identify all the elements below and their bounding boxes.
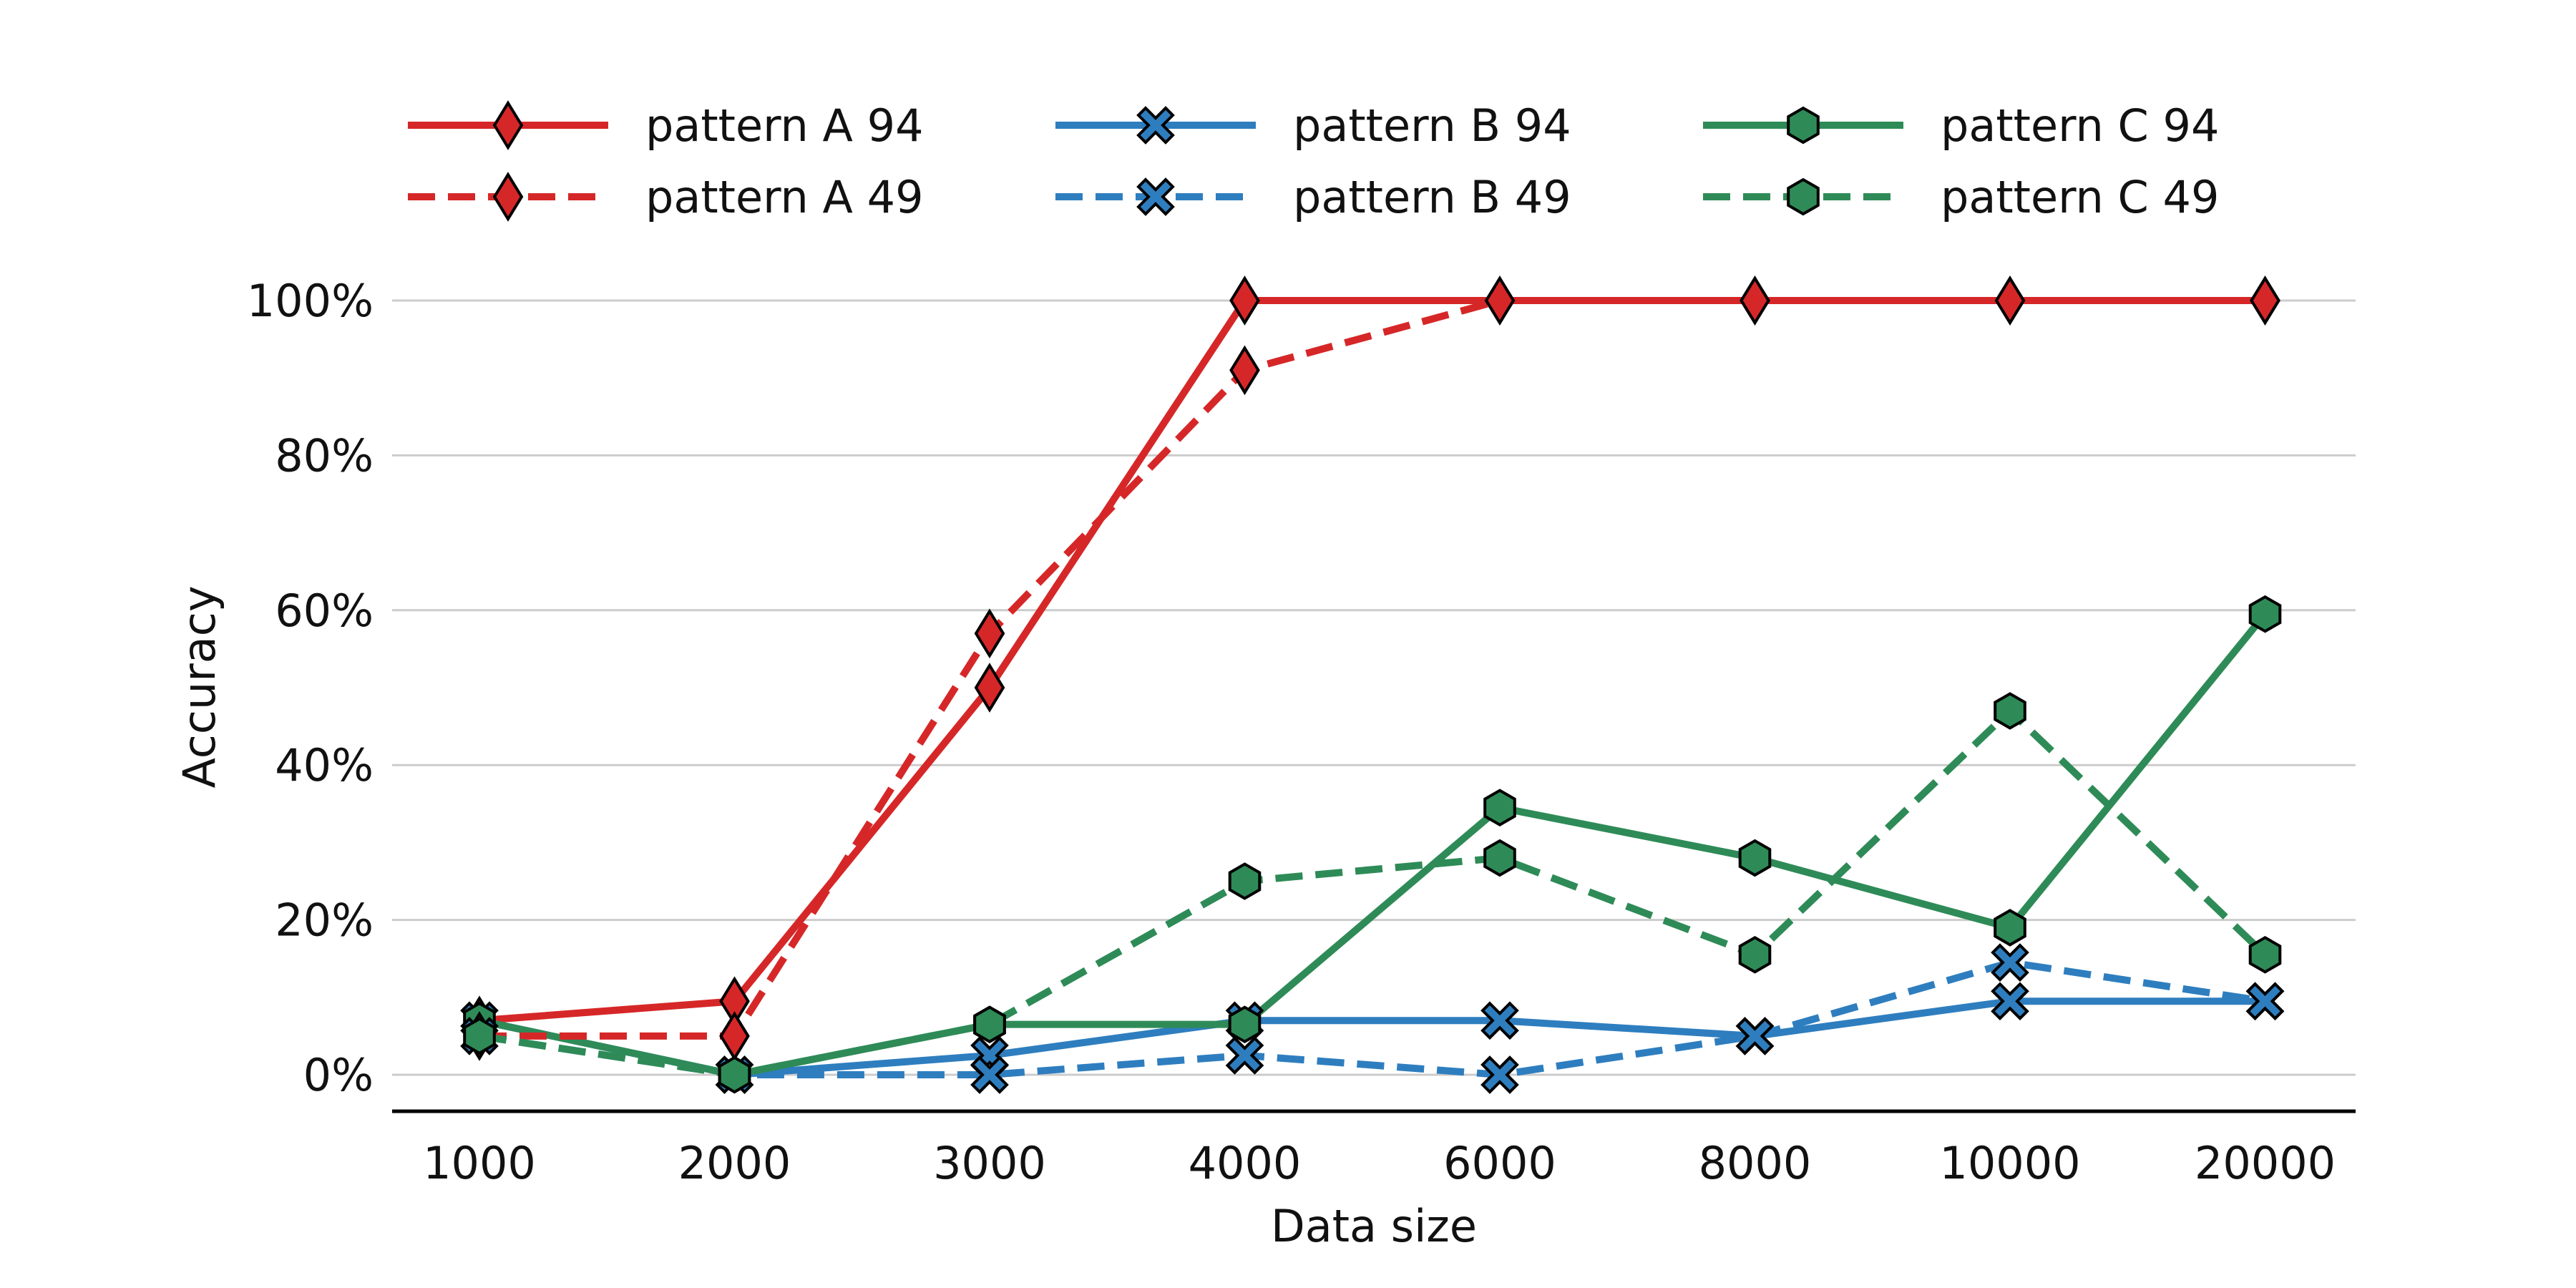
data-point: [1228, 862, 1262, 900]
y-tick-label: 80%: [275, 429, 374, 482]
series-pattern-c-49: [479, 707, 2268, 1078]
data-point: [1480, 1055, 1519, 1094]
legend-label: pattern C 94: [1941, 99, 2219, 152]
legend-label: pattern A 49: [645, 171, 924, 223]
y-tick-label: 20%: [275, 894, 374, 947]
data-point: [2245, 982, 2285, 1021]
data-point: [1229, 275, 1260, 326]
legend-entry-pattern-c-94: pattern C 94: [1703, 99, 2219, 152]
data-point: [1991, 943, 2029, 982]
legend-label: pattern A 94: [645, 99, 924, 152]
legend-marker: [492, 100, 524, 150]
x-tick-label: 20000: [2195, 1137, 2336, 1189]
data-point: [1994, 275, 2026, 326]
legend-entry-pattern-b-49: pattern B 49: [1055, 171, 1571, 223]
x-tick-label: 10000: [1939, 1137, 2080, 1189]
data-point: [1484, 275, 1516, 326]
data-point: [463, 1017, 496, 1055]
data-point: [974, 663, 1005, 713]
legend-entry-pattern-a-49: pattern A 49: [408, 171, 924, 223]
x-tick-label: 8000: [1699, 1137, 1812, 1189]
data-point: [973, 1005, 1006, 1044]
data-point: [1483, 789, 1516, 827]
data-point: [719, 1011, 750, 1061]
legend-marker: [492, 172, 524, 222]
y-tick-label: 100%: [247, 275, 374, 327]
data-point: [1483, 839, 1516, 877]
series-line: [479, 707, 2268, 1078]
data-point: [2248, 595, 2282, 633]
data-point: [1735, 1017, 1775, 1055]
data-point: [1994, 909, 2026, 947]
data-point: [718, 1055, 751, 1094]
data-point: [1225, 1036, 1264, 1075]
series-line: [479, 297, 2265, 1040]
legend-label: pattern B 49: [1293, 171, 1571, 223]
legend-label: pattern C 49: [1941, 171, 2219, 223]
legend-entry-pattern-c-49: pattern C 49: [1703, 171, 2219, 223]
x-tick-label: 2000: [678, 1137, 791, 1189]
data-point: [1738, 839, 1772, 877]
series-layer: [460, 275, 2285, 1094]
legend-marker: [1787, 177, 1820, 216]
y-tick-label: 40%: [275, 739, 374, 791]
data-point: [974, 608, 1005, 659]
x-tick-labels: 1000 2000 3000 4000 6000 8000 10000 20000: [423, 1137, 2336, 1189]
data-point: [1994, 692, 2026, 730]
y-tick-label: 0%: [303, 1049, 374, 1101]
data-point: [1229, 345, 1260, 396]
data-point: [1991, 982, 2029, 1021]
legend-entry-pattern-b-94: pattern B 94: [1055, 99, 1571, 152]
y-tick-label: 60%: [275, 585, 374, 637]
x-tick-label: 1000: [423, 1137, 536, 1189]
data-point: [970, 1055, 1009, 1094]
legend-label: pattern B 94: [1293, 99, 1571, 152]
x-tick-label: 4000: [1189, 1137, 1302, 1189]
data-point: [1228, 1005, 1262, 1044]
legend-marker: [1136, 177, 1175, 216]
series-pattern-b-49: [479, 959, 2266, 1078]
x-axis-label: Data size: [1271, 1200, 1477, 1252]
data-point: [1480, 1001, 1519, 1040]
legend-entry-pattern-a-94: pattern A 94: [408, 99, 924, 152]
gridlines: [392, 299, 2356, 1076]
data-point: [1740, 275, 1770, 326]
series-line: [479, 959, 2266, 1078]
y-axis-label: Accuracy: [173, 585, 225, 788]
x-tick-label: 3000: [933, 1137, 1046, 1189]
x-tick-label: 6000: [1443, 1137, 1556, 1189]
data-point: [1738, 935, 1772, 974]
data-point: [2248, 935, 2282, 974]
legend: pattern A 94 pattern B 94 pattern C 94 patt…: [408, 99, 2219, 223]
markers-pattern-c-49: [463, 692, 2282, 1094]
legend-marker: [1787, 106, 1820, 145]
series-pattern-a-49: [479, 297, 2265, 1040]
legend-marker: [1136, 106, 1175, 145]
data-point: [2250, 275, 2280, 326]
y-tick-labels: 0% 20% 40% 60% 80% 100%: [247, 275, 374, 1101]
